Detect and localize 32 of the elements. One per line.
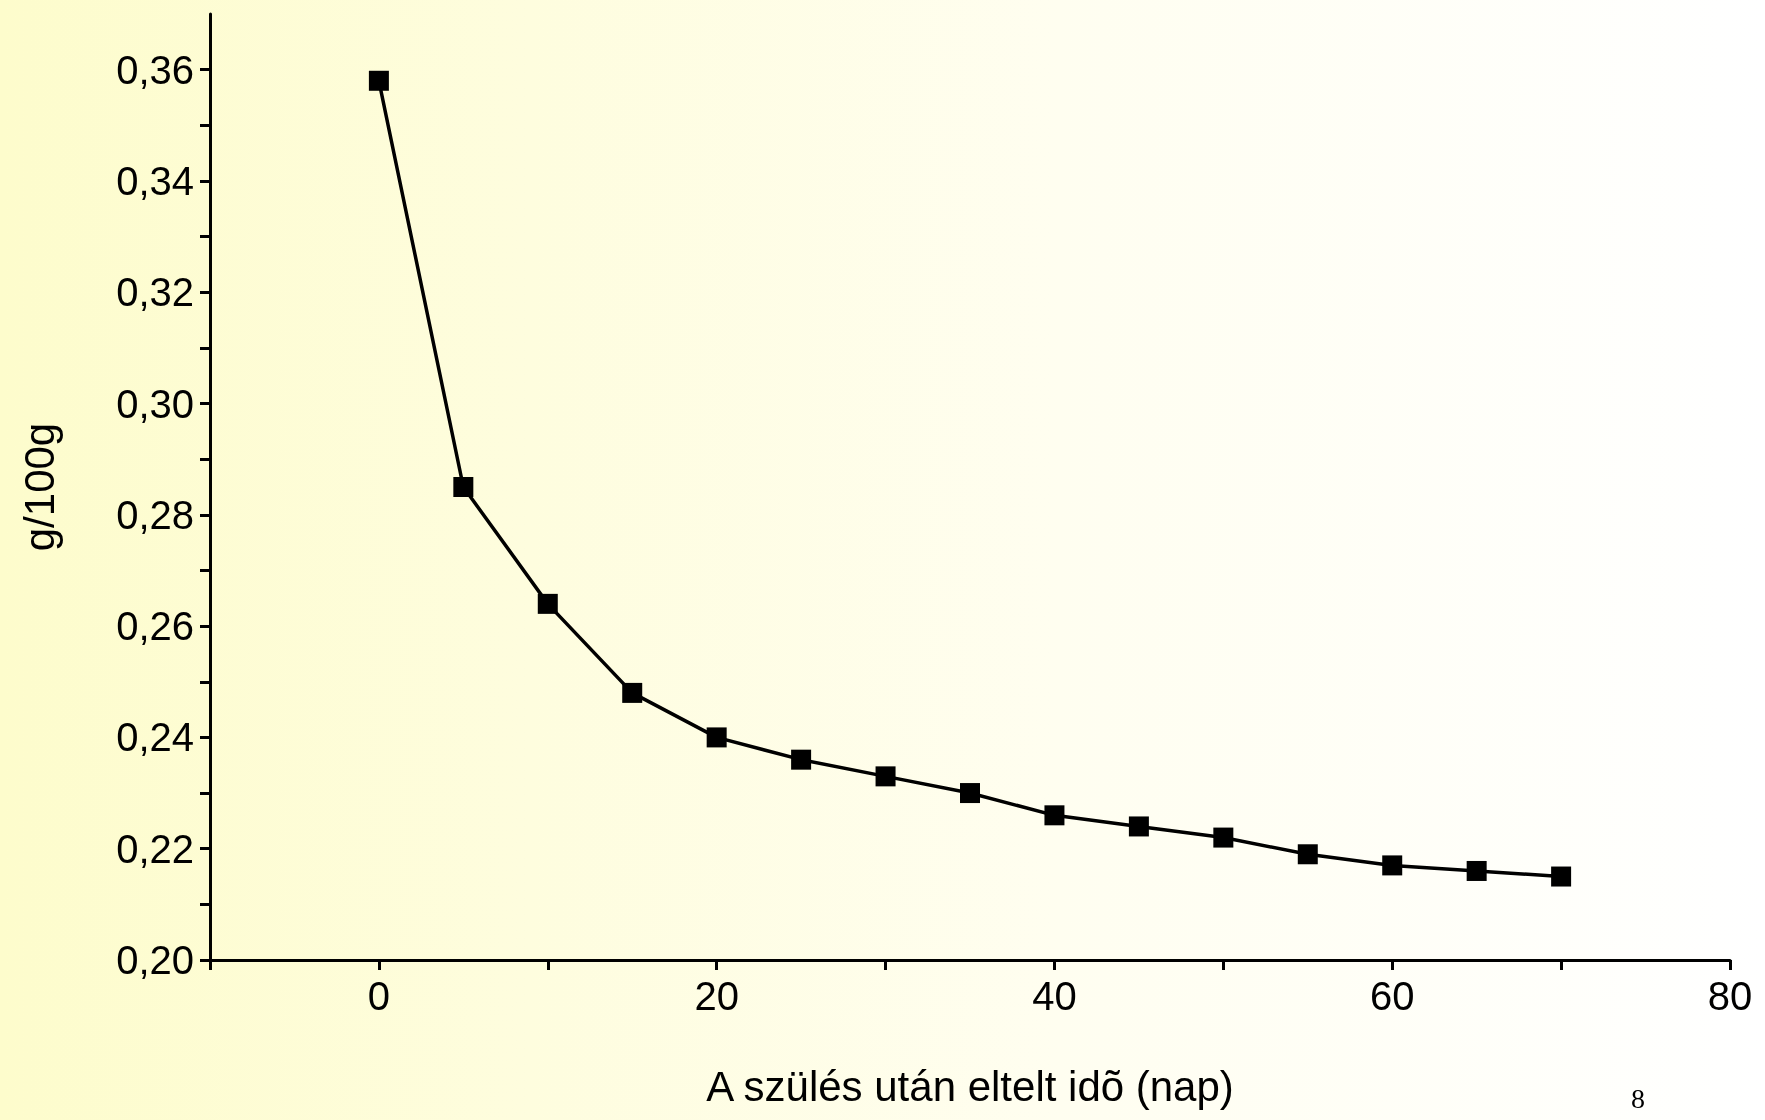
point (1044, 805, 1065, 826)
y-tick-label: 0,24 (116, 715, 194, 760)
y-tick-label: 0,28 (116, 492, 194, 537)
x-tick-label: 60 (1369, 974, 1415, 1018)
x-tick-label: 40 (1032, 974, 1077, 1018)
point (537, 593, 558, 614)
x-tick-label: 20 (694, 974, 739, 1018)
point (1466, 860, 1487, 881)
y-tick-label: 0,26 (116, 604, 194, 649)
point (1382, 855, 1403, 876)
text: 8 (1631, 1082, 1645, 1114)
point (622, 682, 643, 703)
point (706, 727, 727, 748)
y-tick-label: 0,34 (116, 158, 194, 203)
point (1213, 827, 1234, 848)
point (1551, 866, 1572, 887)
y-tick-label: 0,30 (116, 381, 194, 426)
point (1128, 816, 1149, 837)
y-tick-label: 0,36 (116, 47, 194, 92)
point (368, 70, 389, 91)
x-tick-label: 80 (1707, 974, 1753, 1018)
y-tick-label: 0,20 (116, 938, 194, 982)
point (875, 766, 896, 787)
x-axis-title: A szülés után eltelt idõ (nap) (706, 1062, 1234, 1110)
point (453, 477, 474, 497)
y-axis-title: g/100g (15, 422, 63, 552)
y-tick-label: 0,22 (116, 826, 194, 871)
point (791, 749, 812, 770)
point (1297, 844, 1318, 865)
x-tick-label: 0 (367, 974, 391, 1018)
y-tick-label: 0,32 (116, 270, 194, 315)
point (960, 783, 980, 804)
